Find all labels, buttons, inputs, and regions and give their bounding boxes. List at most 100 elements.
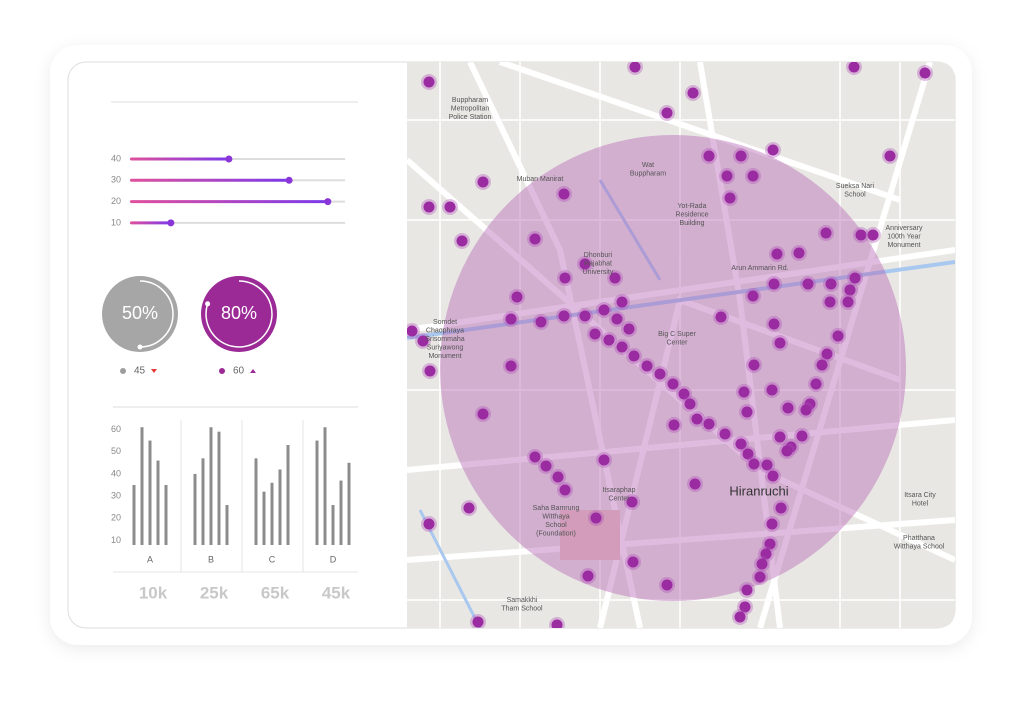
map-label: Muban Manirat bbox=[517, 176, 564, 183]
marker bbox=[529, 451, 541, 463]
trend-arrow bbox=[250, 369, 256, 373]
marker bbox=[738, 386, 750, 398]
marker bbox=[678, 388, 690, 400]
marker bbox=[884, 150, 896, 162]
marker bbox=[844, 284, 856, 296]
marker bbox=[505, 360, 517, 372]
marker bbox=[423, 518, 435, 530]
map-label: Police Station bbox=[449, 114, 492, 121]
map-label: Samakkhi bbox=[507, 597, 538, 604]
marker bbox=[703, 150, 715, 162]
map-label: 100th Year bbox=[887, 233, 921, 240]
bar bbox=[254, 458, 258, 545]
map-label: Itsara City bbox=[904, 492, 936, 499]
map-label: Rajabhat bbox=[584, 260, 612, 267]
gauge-sub: 45 bbox=[134, 366, 146, 377]
marker bbox=[689, 478, 701, 490]
marker bbox=[771, 248, 783, 260]
marker bbox=[747, 170, 759, 182]
marker bbox=[810, 378, 822, 390]
bar bbox=[140, 427, 144, 545]
legend-dot bbox=[219, 368, 225, 374]
bar bbox=[201, 458, 205, 545]
marker bbox=[668, 419, 680, 431]
marker bbox=[667, 378, 679, 390]
map-label: Suriyawong bbox=[427, 344, 464, 351]
marker bbox=[741, 406, 753, 418]
marker bbox=[754, 571, 766, 583]
y-tick-label: 60 bbox=[111, 424, 121, 434]
canal bbox=[418, 509, 482, 628]
marker bbox=[721, 170, 733, 182]
marker bbox=[796, 430, 808, 442]
marker bbox=[824, 296, 836, 308]
footer-value: 25k bbox=[200, 583, 229, 602]
bar bbox=[156, 460, 160, 545]
map-label: Residence bbox=[675, 211, 708, 218]
marker bbox=[661, 107, 673, 119]
marker bbox=[511, 291, 523, 303]
marker bbox=[768, 318, 780, 330]
markers bbox=[407, 62, 933, 628]
marker bbox=[558, 310, 570, 322]
map-label: Chaophraya bbox=[426, 327, 464, 334]
bar bbox=[286, 445, 290, 545]
marker bbox=[472, 616, 484, 628]
marker bbox=[477, 408, 489, 420]
map-label: Saha Bamrung bbox=[533, 505, 580, 512]
marker bbox=[764, 538, 776, 550]
map-label: Witthaya School bbox=[894, 543, 945, 550]
marker bbox=[598, 304, 610, 316]
marker bbox=[628, 350, 640, 362]
slider-label: 40 bbox=[111, 153, 121, 163]
marker bbox=[551, 619, 563, 628]
marker bbox=[800, 404, 812, 416]
bar bbox=[217, 431, 221, 545]
marker bbox=[742, 448, 754, 460]
marker bbox=[641, 360, 653, 372]
marker bbox=[766, 384, 778, 396]
trend-arrow bbox=[151, 369, 157, 373]
y-tick-label: 50 bbox=[111, 446, 121, 456]
map-label: Witthaya bbox=[542, 513, 569, 520]
gauge-value: 50% bbox=[122, 303, 158, 323]
marker bbox=[540, 460, 552, 472]
marker bbox=[535, 316, 547, 328]
bar bbox=[331, 505, 335, 545]
marker bbox=[825, 278, 837, 290]
y-tick-label: 30 bbox=[111, 490, 121, 500]
slider-fill bbox=[130, 200, 328, 204]
marker bbox=[417, 335, 429, 347]
marker bbox=[761, 459, 773, 471]
y-tick-label: 20 bbox=[111, 513, 121, 523]
marker bbox=[463, 502, 475, 514]
marker bbox=[802, 278, 814, 290]
gauge-knob bbox=[137, 344, 143, 350]
marker bbox=[734, 611, 746, 623]
map-label: University bbox=[583, 269, 614, 276]
marker bbox=[558, 188, 570, 200]
marker bbox=[767, 470, 779, 482]
x-tick-label: B bbox=[208, 554, 214, 564]
marker bbox=[424, 365, 436, 377]
map-label: Metropolitan bbox=[451, 105, 490, 112]
map-label: Wat bbox=[642, 162, 654, 169]
bar bbox=[270, 482, 274, 545]
y-tick-label: 10 bbox=[111, 535, 121, 545]
marker bbox=[782, 402, 794, 414]
marker bbox=[735, 150, 747, 162]
bar bbox=[262, 491, 266, 545]
marker bbox=[505, 313, 517, 325]
marker bbox=[848, 62, 860, 73]
bar bbox=[347, 462, 351, 545]
marker bbox=[611, 313, 623, 325]
marker bbox=[579, 258, 591, 270]
map-label: Srisommaha bbox=[425, 336, 464, 343]
marker bbox=[768, 278, 780, 290]
gauge bbox=[201, 276, 277, 352]
footer-value: 45k bbox=[322, 583, 351, 602]
marker bbox=[855, 229, 867, 241]
marker bbox=[747, 290, 759, 302]
